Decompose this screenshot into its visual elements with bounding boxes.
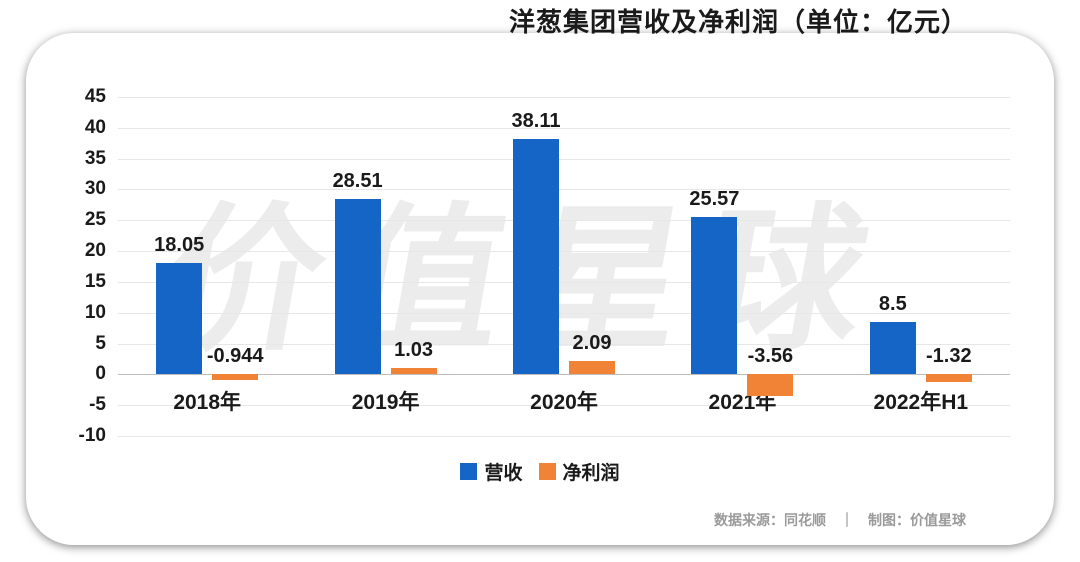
bar-value-label: -3.56 (747, 345, 794, 368)
bar-value-label: 28.51 (332, 169, 383, 192)
legend-item-营收: 营收 (460, 458, 523, 485)
y-axis-tick-label: 40 (84, 116, 106, 138)
y-axis-tick-label: 10 (84, 301, 106, 323)
bar-value-label: 1.03 (394, 339, 434, 361)
gridline (118, 281, 1010, 283)
chart-title: 洋葱集团营收及净利润（单位：亿元） (508, 7, 968, 37)
gridline (118, 158, 1010, 160)
legend-label: 净利润 (562, 463, 620, 484)
gridline (118, 220, 1010, 222)
x-axis-category-label: 2019年 (351, 391, 420, 415)
gridline (118, 436, 1010, 437)
x-axis-category-label: 2020年 (530, 391, 598, 415)
bar-value-label: 18.05 (154, 234, 205, 257)
bar-value-label: 38.11 (511, 110, 561, 133)
y-axis-tick-label: 5 (95, 332, 106, 354)
bar-净利润-2020年 (569, 361, 615, 375)
bar-营收-2020年 (513, 139, 559, 375)
legend-swatch (460, 463, 478, 480)
y-axis-tick-label: 45 (84, 86, 106, 107)
y-axis-tick-label: 35 (84, 147, 106, 169)
bar-营收-2019年 (334, 198, 381, 375)
y-axis-tick-label: 15 (84, 270, 106, 292)
y-axis-tick-label: 20 (84, 240, 106, 262)
legend-item-净利润: 净利润 (538, 458, 620, 485)
x-axis-category-label: 2022年H1 (873, 391, 969, 415)
y-axis-tick-label: 25 (84, 209, 106, 231)
y-axis-tick-label: 30 (84, 178, 106, 200)
bar-value-label: 2.09 (572, 332, 612, 355)
legend: 营收 净利润 (0, 458, 1080, 485)
gridline (118, 127, 1010, 129)
gridline (118, 189, 1010, 191)
legend-swatch (538, 463, 556, 480)
plot-area: 45 40 35 30 25 20 15 10 5 0 -5 -10 2018年 18.05 -0.944 2… (79, 86, 1010, 446)
bar-净利润-2022年H1 (925, 374, 972, 383)
source-note: 数据来源：同花顺 ｜ 制图：价值星球 (714, 512, 966, 528)
bar-value-label: -0.944 (206, 345, 264, 368)
bar-营收-2018年 (156, 263, 203, 375)
x-axis-category-label: 2018年 (173, 391, 242, 415)
bar-净利润-2021年 (747, 374, 794, 397)
bar-value-label: 8.5 (878, 292, 907, 315)
gridline (118, 97, 1010, 98)
bar-净利润-2018年 (212, 374, 259, 381)
bar-value-label: -1.32 (926, 345, 972, 368)
bar-value-label: 25.57 (689, 187, 740, 210)
gridline (118, 405, 1010, 407)
y-axis-tick-label: -5 (89, 394, 106, 416)
gridline (118, 251, 1010, 253)
x-axis-category-label: 2021年 (708, 391, 777, 415)
bar-营收-2022年H1 (869, 321, 916, 375)
y-axis-tick-label: 0 (95, 363, 106, 385)
legend-label: 营收 (484, 463, 523, 484)
bar-净利润-2019年 (390, 368, 437, 375)
bar-营收-2021年 (691, 216, 738, 375)
gridline (118, 312, 1010, 314)
y-axis-tick-label: -10 (78, 425, 106, 446)
gridline (118, 343, 1010, 345)
zero-axis-line (118, 374, 1010, 376)
